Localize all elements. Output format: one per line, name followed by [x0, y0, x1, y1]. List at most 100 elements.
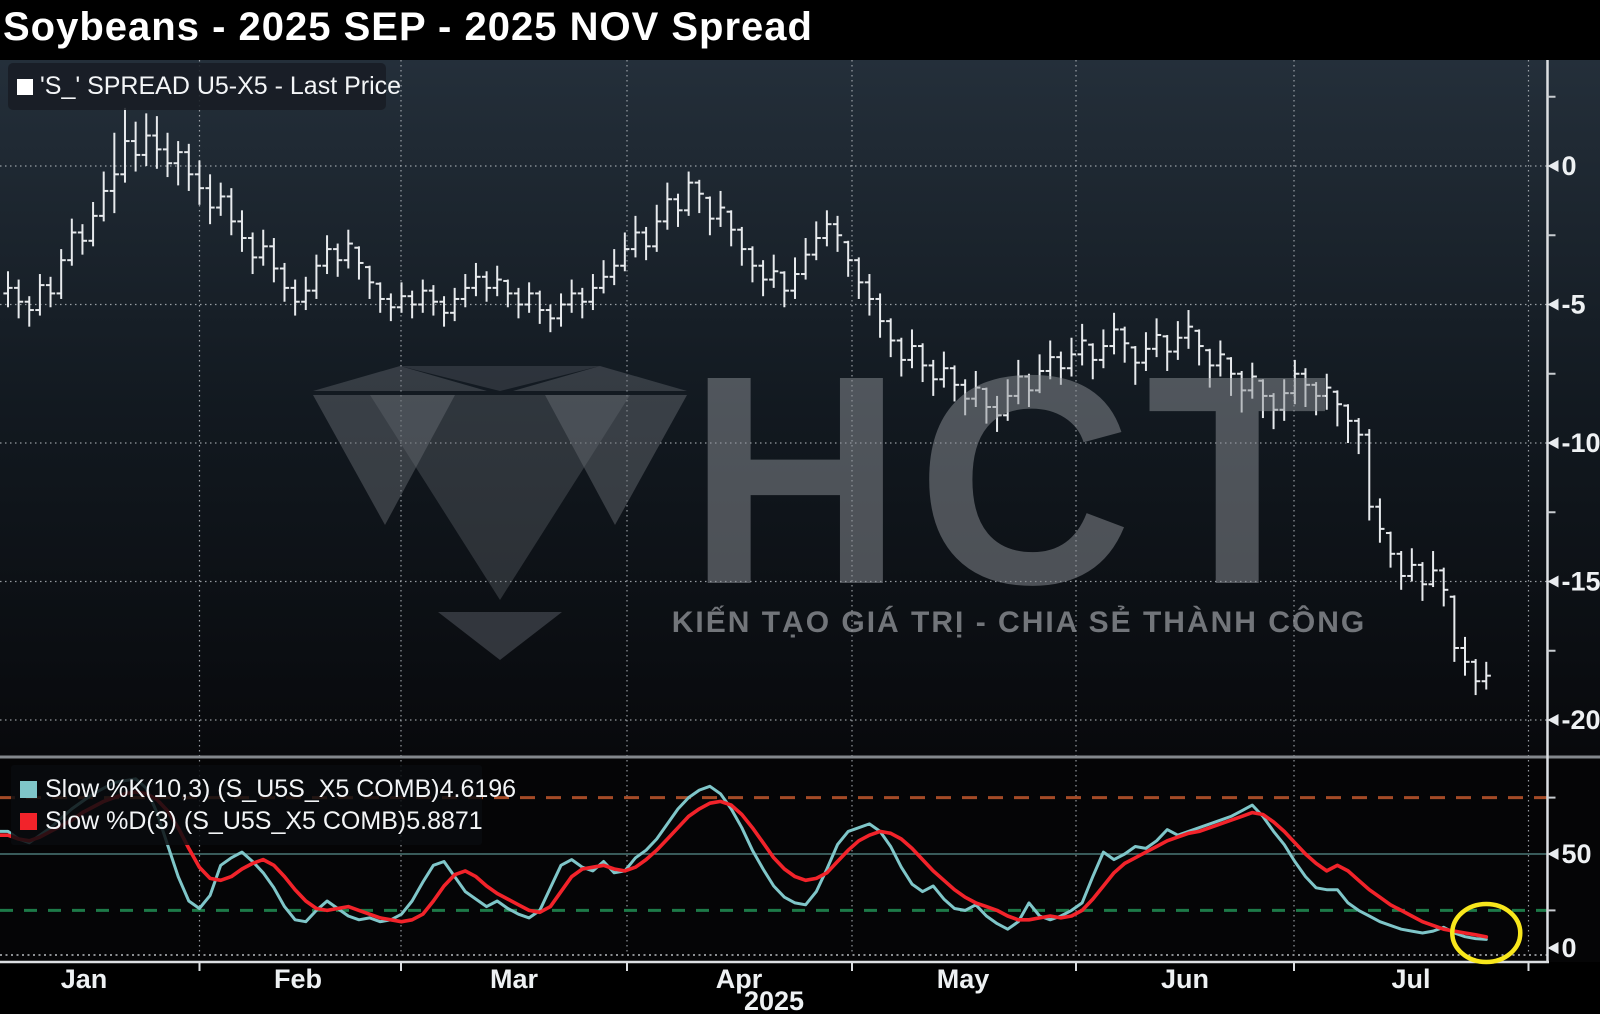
ohlc-bar: [45, 276, 56, 308]
ohlc-bar: [1077, 323, 1087, 366]
ohlc-bar: [184, 143, 194, 191]
ohlc-bar: [322, 235, 332, 275]
axis-tick-arrow: [1547, 714, 1559, 726]
ohlc-bar: [854, 257, 864, 299]
slow-k-swatch: [20, 780, 37, 798]
ohlc-bar: [131, 121, 141, 172]
ohlc-bar: [88, 202, 98, 247]
ohlc-bar: [428, 285, 438, 316]
ohlc-bar: [333, 243, 343, 277]
month-label: Jun: [1161, 964, 1209, 994]
ohlc-bar: [726, 210, 736, 247]
ohlc-bar: [769, 254, 779, 288]
axis-tick-arrow: [1547, 160, 1559, 172]
ohlc-bar: [258, 229, 268, 266]
y-axis-label: -5: [1562, 290, 1586, 320]
ohlc-bar: [56, 249, 66, 299]
ohlc-bar: [343, 229, 353, 269]
ohlc-bar: [407, 290, 417, 319]
price-panel-background: [0, 60, 1600, 757]
ohlc-bar: [386, 293, 396, 322]
ohlc-bar: [1056, 351, 1066, 385]
ohlc-bar: [960, 379, 970, 416]
price-legend[interactable]: 'S_' SPREAD U5-X5 - Last Price: [8, 63, 401, 110]
y-axis-label: 0: [1562, 151, 1577, 181]
ohlc-bar: [481, 271, 492, 302]
annotations: [1450, 901, 1523, 965]
month-label: Jan: [61, 964, 108, 994]
ohlc-bar: [1460, 636, 1470, 676]
ohlc-bar: [120, 107, 130, 183]
ohlc-bar: [513, 287, 524, 319]
slow-k-legend-row[interactable]: Slow %K(10,3) (S_U5S_X5 COMB) 4.6196: [20, 773, 516, 805]
ohlc-bar: [492, 265, 502, 297]
axis-tick-arrow: [1547, 437, 1559, 449]
ohlc-bar: [524, 282, 534, 313]
ohlc-bar: [971, 370, 981, 407]
axis-tick-arrow: [1547, 942, 1559, 954]
ohlc-bar: [1109, 312, 1119, 355]
ohlc-bar: [141, 113, 151, 166]
ohlc-bar: [567, 279, 577, 313]
ohlc-bar: [588, 274, 598, 311]
y-axis-label: 0: [1562, 933, 1577, 963]
ohlc-bar: [747, 246, 758, 283]
watermark-diamond-facet: [400, 366, 600, 391]
ohlc-bar: [1311, 382, 1321, 416]
ohlc-bar: [279, 262, 290, 302]
ohlc-bar: [99, 171, 109, 222]
slow-k-line: [0, 777, 1488, 941]
ohlc-bar: [450, 287, 460, 322]
ohlc-bar: [694, 179, 704, 214]
ohlc-bar: [1322, 373, 1332, 410]
month-label: Apr: [716, 964, 763, 994]
slow-d-legend-row[interactable]: Slow %D(3) (S_U5S_X5 COMB) 5.8871: [20, 805, 483, 837]
stochastic-legend[interactable]: Slow %K(10,3) (S_U5S_X5 COMB) 4.6196 Slo…: [11, 765, 516, 845]
ohlc-bar: [1354, 418, 1364, 455]
watermark-diamond-facet: [313, 395, 455, 525]
ohlc-bar: [939, 351, 949, 388]
ohlc-bar: [1034, 354, 1045, 394]
page-title: Soybeans - 2025 SEP - 2025 NOV Spread: [3, 5, 813, 49]
ohlc-bar: [1439, 567, 1449, 607]
ohlc-bar: [1471, 659, 1481, 696]
ohlc-bar: [1375, 498, 1385, 543]
ohlc-bar: [598, 260, 609, 294]
ohlc-bar: [1130, 346, 1140, 385]
ohlc-bar: [1237, 370, 1247, 413]
axis-tick-arrow: [1547, 298, 1559, 311]
ohlc-bar: [237, 210, 247, 252]
ohlc-bar: [1183, 310, 1194, 349]
ohlc-bar: [886, 318, 896, 358]
month-label: Jul: [1391, 964, 1430, 994]
ohlc-bar: [439, 296, 449, 327]
ohlc-bar: [875, 293, 885, 338]
y-axis-label: -15: [1562, 567, 1600, 597]
axis-tick-arrow: [1547, 575, 1559, 588]
ohlc-bar: [364, 265, 375, 299]
ohlc-bar: [354, 246, 364, 280]
ohlc-bar: [1088, 343, 1098, 380]
ohlc-bar: [896, 337, 906, 377]
ohlc-bar: [790, 257, 800, 299]
ohlc-bar: [1300, 368, 1311, 407]
watermark-brand-text: HCT: [688, 314, 1342, 647]
slow-k-value: 4.6196: [439, 774, 517, 803]
month-label: May: [937, 964, 990, 994]
ohlc-bar: [1066, 337, 1077, 377]
ohlc-bar: [992, 395, 1002, 432]
slow-d-line: [0, 790, 1489, 939]
ohlc-bar: [641, 226, 651, 261]
y-axis-label: 50: [1562, 839, 1592, 869]
ohlc-bar: [1013, 359, 1023, 405]
ohlc-bar: [949, 365, 960, 402]
ohlc-bar: [1151, 318, 1162, 358]
ohlc-bar: [779, 271, 789, 308]
axis-strip-background: [0, 962, 1600, 1014]
ohlc-bar: [609, 249, 619, 286]
ohlc-bar: [194, 160, 205, 205]
ohlc-bar: [981, 387, 992, 424]
ohlc-bar: [1045, 340, 1055, 380]
ohlc-bar: [396, 282, 407, 313]
